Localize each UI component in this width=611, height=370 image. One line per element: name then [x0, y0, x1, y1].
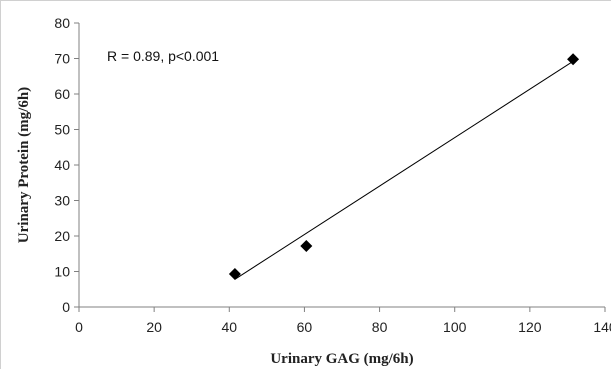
y-tick-label: 30 — [54, 193, 70, 209]
x-tick-label: 40 — [221, 319, 237, 335]
x-axis-title: Urinary GAG (mg/6h) — [270, 351, 413, 367]
y-tick-label: 20 — [54, 228, 70, 244]
y-tick-label: 60 — [54, 86, 70, 102]
x-tick-group: 0 20 40 60 80 100 120 140 — [75, 307, 611, 335]
x-tick-label: 120 — [518, 319, 542, 335]
data-point — [300, 239, 313, 252]
y-tick-label: 10 — [54, 264, 70, 280]
x-tick-label: 140 — [593, 319, 611, 335]
y-tick-label: 70 — [54, 51, 70, 67]
points-group — [228, 53, 580, 280]
y-axis-title: Urinary Protein (mg/6h) — [16, 87, 32, 243]
y-tick-label: 50 — [54, 122, 70, 138]
trendline-group — [234, 60, 574, 280]
y-tick-label: 0 — [62, 299, 70, 315]
y-tick-label: 40 — [54, 157, 70, 173]
x-tick-label: 80 — [372, 319, 388, 335]
x-tick-label: 60 — [297, 319, 313, 335]
trendline — [234, 60, 574, 280]
axes — [78, 23, 605, 308]
y-tick-group: 0 10 20 30 40 50 60 70 80 — [54, 15, 79, 315]
y-tick-label: 80 — [54, 15, 70, 31]
data-point — [228, 267, 241, 280]
correlation-annotation: R = 0.89, p<0.001 — [107, 48, 219, 64]
x-tick-label: 20 — [146, 319, 162, 335]
x-tick-label: 100 — [443, 319, 467, 335]
data-point — [567, 53, 580, 66]
x-tick-label: 0 — [75, 319, 83, 335]
